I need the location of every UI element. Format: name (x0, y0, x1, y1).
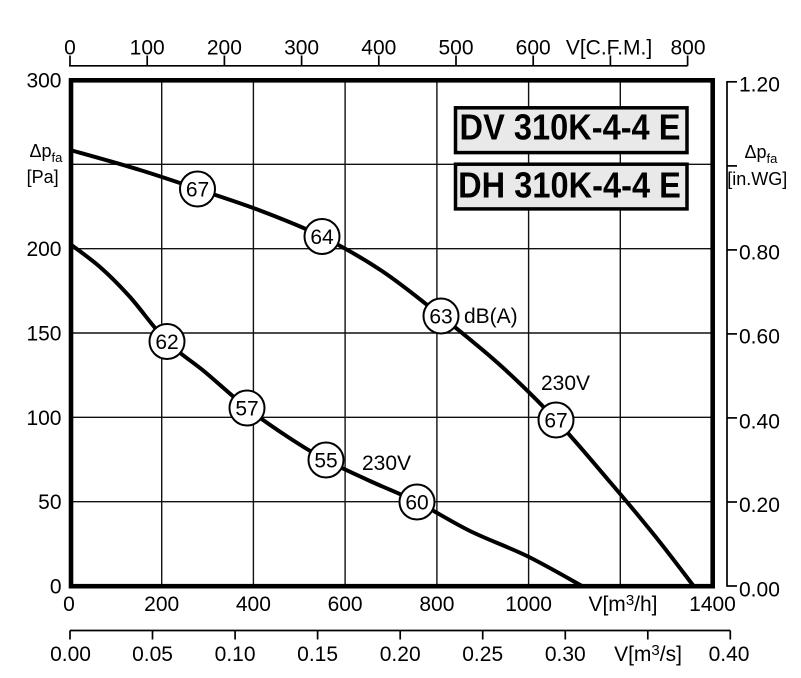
svg-text:200: 200 (144, 593, 179, 616)
svg-text:0: 0 (63, 593, 75, 616)
svg-text:V[m3/s]: V[m3/s] (614, 642, 682, 666)
svg-text:150: 150 (26, 323, 61, 346)
svg-text:0.00: 0.00 (739, 579, 780, 602)
svg-text:0.30: 0.30 (545, 643, 586, 666)
svg-text:0.10: 0.10 (215, 643, 256, 666)
svg-text:60: 60 (405, 492, 428, 515)
svg-text:0.40: 0.40 (739, 411, 780, 434)
svg-text:[in.WG]: [in.WG] (727, 169, 787, 189)
svg-text:0: 0 (50, 576, 62, 599)
svg-text:67: 67 (544, 410, 567, 433)
svg-text:400: 400 (236, 593, 271, 616)
svg-text:1400: 1400 (689, 593, 736, 616)
svg-text:62: 62 (155, 331, 178, 354)
svg-text:100: 100 (26, 407, 61, 430)
svg-text:300: 300 (26, 70, 61, 93)
svg-text:600: 600 (328, 593, 363, 616)
svg-text:800: 800 (419, 593, 454, 616)
svg-text:0.15: 0.15 (297, 643, 338, 666)
svg-text:0.20: 0.20 (739, 494, 780, 517)
svg-text:0.25: 0.25 (462, 643, 503, 666)
svg-text:1.20: 1.20 (739, 74, 780, 97)
svg-text:0.80: 0.80 (739, 242, 780, 265)
svg-text:0.40: 0.40 (709, 643, 750, 666)
svg-text:200: 200 (26, 238, 61, 261)
svg-text:0.20: 0.20 (380, 643, 421, 666)
svg-text:400: 400 (361, 37, 396, 60)
svg-text:63: 63 (429, 306, 452, 329)
svg-text:dB(A): dB(A) (464, 305, 518, 328)
svg-text:[Pa]: [Pa] (27, 167, 59, 187)
svg-text:V[m3/h]: V[m3/h] (588, 592, 657, 616)
svg-text:64: 64 (310, 226, 334, 249)
svg-text:800: 800 (670, 37, 705, 60)
svg-text:V[C.F.M.]: V[C.F.M.] (566, 37, 652, 60)
svg-text:0.05: 0.05 (132, 643, 173, 666)
svg-text:100: 100 (130, 37, 165, 60)
svg-text:57: 57 (235, 398, 258, 421)
svg-text:0: 0 (64, 37, 76, 60)
svg-text:600: 600 (516, 37, 551, 60)
svg-text:50: 50 (38, 491, 61, 514)
svg-text:DH 310K-4-4 E: DH 310K-4-4 E (458, 166, 681, 206)
svg-text:DV 310K-4-4 E: DV 310K-4-4 E (460, 108, 681, 148)
svg-text:55: 55 (314, 450, 337, 473)
svg-text:200: 200 (207, 37, 242, 60)
svg-text:67: 67 (186, 179, 209, 202)
svg-text:1000: 1000 (505, 593, 552, 616)
svg-text:230V: 230V (362, 452, 411, 475)
svg-text:230V: 230V (541, 372, 590, 395)
svg-text:0.60: 0.60 (739, 326, 780, 349)
svg-text:500: 500 (438, 37, 473, 60)
svg-text:0.00: 0.00 (50, 643, 91, 666)
svg-text:300: 300 (284, 37, 319, 60)
